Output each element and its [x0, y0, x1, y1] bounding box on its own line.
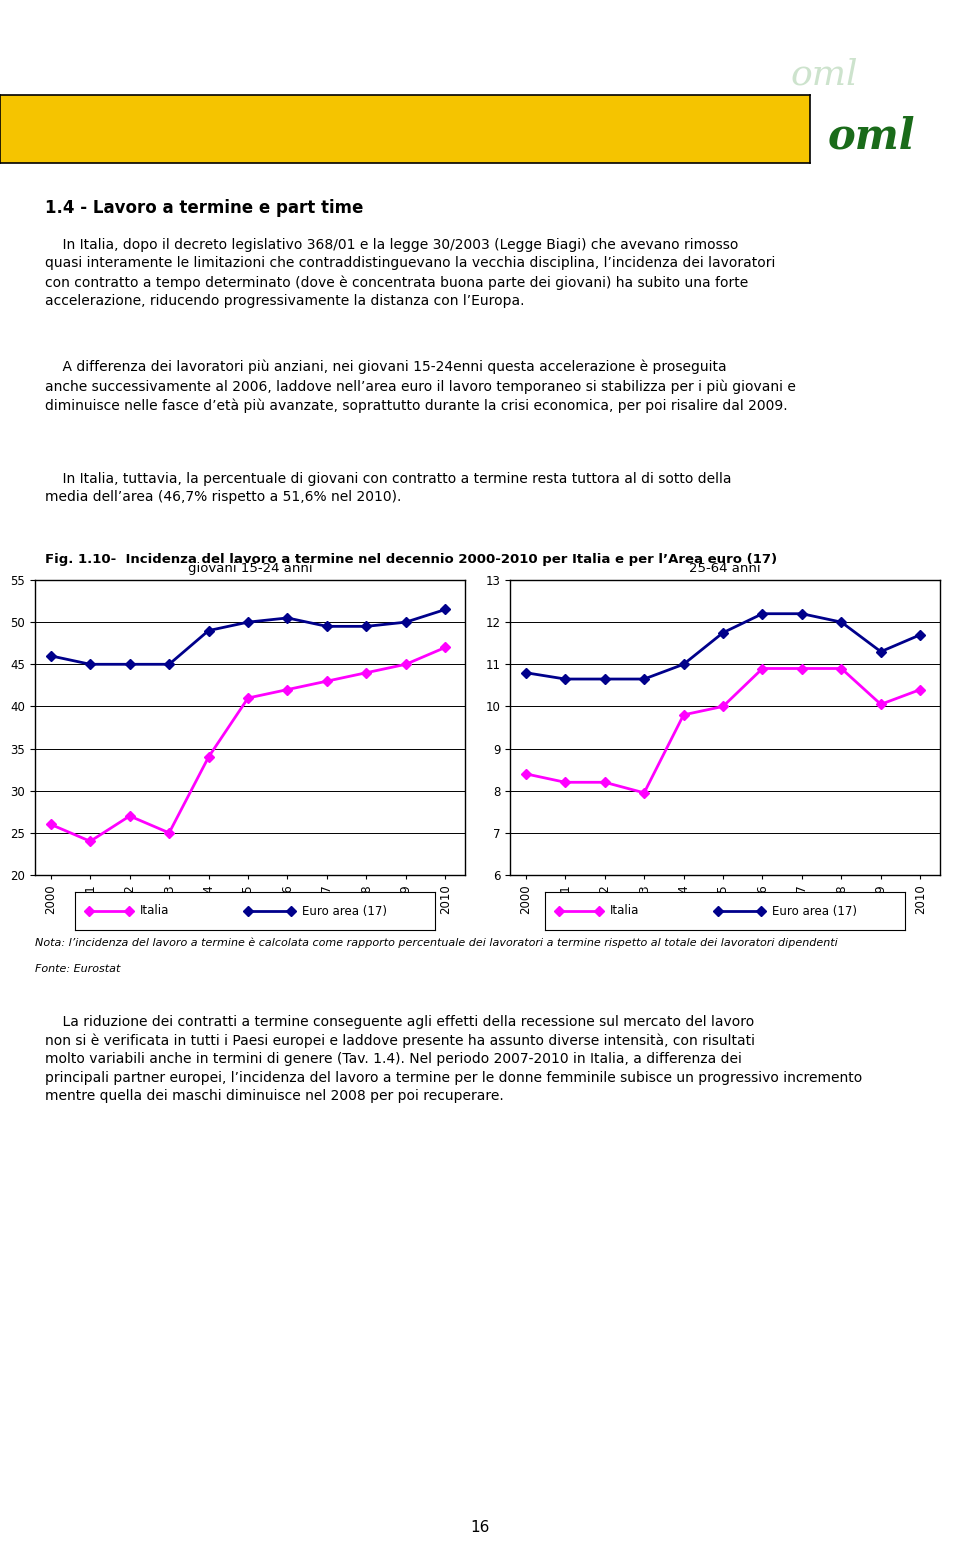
Text: La riduzione dei contratti a termine conseguente agli effetti della recessione s: La riduzione dei contratti a termine con… [45, 1015, 862, 1103]
Text: Fonte: Eurostat: Fonte: Eurostat [35, 964, 120, 975]
Text: oml: oml [828, 115, 915, 157]
Text: Euro area (17): Euro area (17) [772, 905, 856, 917]
Text: Nota: l’incidenza del lavoro a termine è calcolata come rapporto percentuale dei: Nota: l’incidenza del lavoro a termine è… [35, 937, 838, 948]
Title: giovani 15-24 anni: giovani 15-24 anni [188, 562, 312, 574]
Text: In Italia, tuttavia, la percentuale di giovani con contratto a termine resta tut: In Italia, tuttavia, la percentuale di g… [45, 472, 732, 504]
Text: Italia: Italia [610, 905, 639, 917]
Text: Euro area (17): Euro area (17) [301, 905, 387, 917]
Text: A differenza dei lavoratori più anziani, nei giovani 15-24enni questa accelerazi: A differenza dei lavoratori più anziani,… [45, 360, 796, 413]
Title: 25-64 anni: 25-64 anni [689, 562, 761, 574]
Text: 1.4 - Lavoro a termine e part time: 1.4 - Lavoro a termine e part time [45, 199, 364, 217]
Text: Fig. 1.10-  Incidenza del lavoro a termine nel decennio 2000-2010 per Italia e p: Fig. 1.10- Incidenza del lavoro a termin… [45, 553, 778, 565]
Text: In Italia, dopo il decreto legislativo 368/01 e la legge 30/2003 (Legge Biagi) c: In Italia, dopo il decreto legislativo 3… [45, 237, 776, 307]
Text: oml: oml [790, 57, 857, 92]
Text: 16: 16 [470, 1519, 490, 1535]
Text: Italia: Italia [140, 905, 169, 917]
